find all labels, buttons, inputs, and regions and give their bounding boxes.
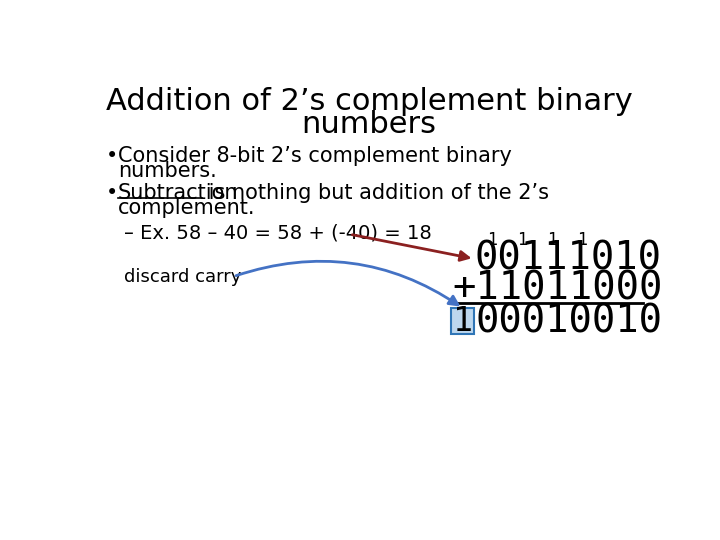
Text: 1: 1 bbox=[453, 305, 473, 338]
Text: Addition of 2’s complement binary: Addition of 2’s complement binary bbox=[106, 87, 632, 116]
FancyBboxPatch shape bbox=[451, 308, 474, 334]
Text: 00010010: 00010010 bbox=[476, 302, 663, 340]
Text: numbers.: numbers. bbox=[118, 161, 217, 181]
Text: Consider 8-bit 2’s complement binary: Consider 8-bit 2’s complement binary bbox=[118, 146, 512, 166]
Text: numbers: numbers bbox=[302, 110, 436, 139]
Text: – Ex. 58 – 40 = 58 + (-40) = 18: – Ex. 58 – 40 = 58 + (-40) = 18 bbox=[124, 223, 432, 242]
Text: +11011000: +11011000 bbox=[453, 269, 663, 307]
Text: complement.: complement. bbox=[118, 198, 256, 218]
Text: 00111010: 00111010 bbox=[474, 240, 662, 278]
Text: •: • bbox=[106, 183, 118, 202]
Text: discard carry: discard carry bbox=[124, 267, 241, 286]
Text: 1  1  1  1: 1 1 1 1 bbox=[487, 231, 588, 249]
Text: •: • bbox=[106, 146, 118, 166]
Text: is nothing but addition of the 2’s: is nothing but addition of the 2’s bbox=[202, 183, 549, 202]
Text: Subtraction: Subtraction bbox=[118, 183, 238, 202]
